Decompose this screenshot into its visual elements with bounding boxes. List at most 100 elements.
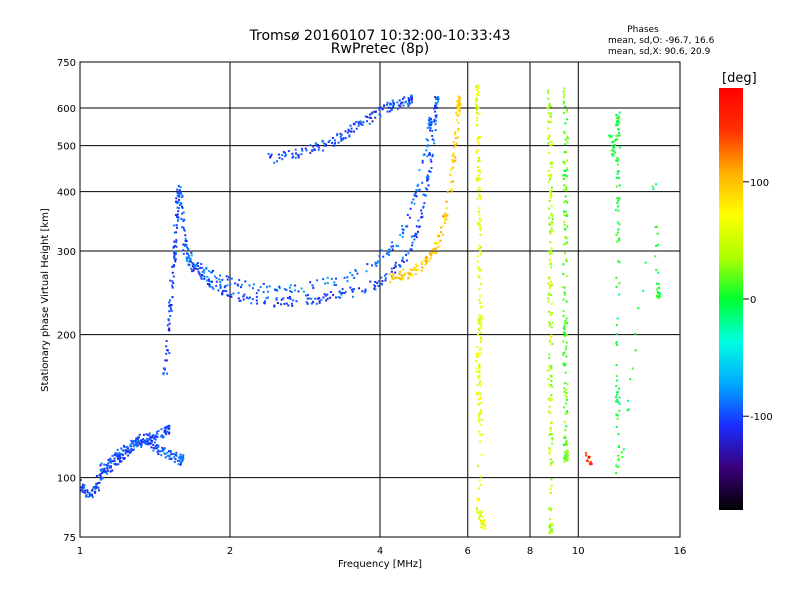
- data-point: [172, 246, 175, 249]
- data-point: [342, 137, 345, 140]
- data-point: [189, 257, 192, 260]
- data-point: [160, 454, 163, 457]
- data-point: [181, 207, 184, 210]
- data-point: [326, 282, 329, 284]
- data-point: [564, 138, 567, 141]
- data-point: [173, 254, 176, 257]
- data-point: [585, 454, 588, 457]
- data-point: [230, 277, 233, 280]
- data-point: [563, 335, 566, 338]
- data-point: [563, 327, 565, 329]
- data-point: [230, 295, 233, 298]
- data-point: [548, 321, 551, 324]
- data-point: [238, 279, 241, 281]
- data-point: [562, 363, 565, 365]
- data-point: [563, 87, 566, 90]
- data-point: [184, 237, 187, 240]
- data-point: [324, 294, 327, 297]
- data-point: [478, 244, 481, 247]
- data-point: [479, 197, 482, 200]
- data-point: [336, 134, 339, 137]
- data-point: [109, 470, 112, 473]
- data-point: [98, 489, 100, 492]
- data-point: [288, 297, 291, 300]
- data-point: [411, 244, 414, 247]
- data-point: [549, 421, 552, 424]
- data-point: [359, 120, 362, 123]
- data-point: [477, 174, 480, 177]
- stats-line-o: mean, sd,O: -96.7, 16.6: [608, 36, 715, 46]
- data-point: [127, 454, 130, 457]
- data-point: [430, 160, 433, 163]
- data-point: [563, 184, 566, 187]
- data-point: [655, 288, 658, 291]
- data-point: [563, 387, 566, 390]
- data-point: [385, 273, 388, 276]
- data-point: [394, 265, 397, 268]
- data-point: [549, 532, 551, 535]
- data-point: [565, 388, 568, 391]
- data-point: [459, 103, 462, 106]
- data-point: [548, 365, 551, 368]
- data-point: [173, 231, 176, 234]
- data-point: [101, 470, 104, 473]
- data-point: [81, 490, 84, 493]
- data-point: [478, 217, 481, 220]
- data-point: [165, 352, 168, 355]
- data-point: [100, 468, 103, 471]
- data-point: [81, 484, 84, 487]
- data-point: [401, 231, 404, 234]
- data-point: [565, 355, 568, 358]
- data-point: [563, 322, 566, 325]
- data-point: [615, 472, 618, 475]
- data-point: [566, 383, 569, 386]
- data-point: [551, 143, 553, 146]
- data-point: [449, 188, 452, 191]
- data-point: [615, 375, 618, 377]
- data-point: [175, 241, 178, 244]
- data-point: [475, 352, 478, 355]
- data-point: [297, 156, 300, 159]
- data-point: [550, 189, 553, 192]
- data-point: [173, 250, 176, 253]
- data-point: [562, 315, 565, 318]
- data-point: [550, 462, 553, 465]
- data-point: [182, 220, 185, 223]
- data-point: [446, 218, 449, 221]
- data-point: [551, 442, 554, 445]
- data-point: [551, 302, 553, 305]
- data-point: [564, 320, 567, 323]
- data-point: [357, 122, 360, 125]
- data-point: [458, 99, 460, 102]
- data-point: [185, 257, 188, 260]
- data-point: [410, 235, 413, 238]
- data-point: [386, 103, 388, 106]
- data-point: [477, 319, 480, 322]
- data-point: [374, 281, 377, 283]
- data-point: [142, 438, 144, 441]
- data-point: [413, 238, 416, 241]
- data-point: [181, 205, 183, 208]
- data-point: [433, 142, 436, 145]
- data-point: [333, 281, 336, 284]
- data-point: [401, 228, 404, 231]
- data-point: [284, 155, 287, 158]
- data-point: [136, 444, 139, 447]
- data-point: [550, 193, 552, 196]
- data-point: [136, 439, 139, 442]
- data-point: [550, 375, 553, 378]
- data-point: [412, 274, 414, 277]
- data-point: [478, 207, 481, 210]
- data-point: [618, 198, 620, 201]
- data-point: [343, 276, 346, 279]
- data-point: [426, 145, 429, 148]
- data-point: [565, 459, 568, 462]
- data-point: [442, 215, 445, 218]
- data-point: [478, 314, 481, 317]
- data-point: [476, 116, 479, 119]
- data-point: [479, 514, 482, 517]
- data-point: [317, 146, 320, 149]
- data-point: [171, 265, 174, 268]
- data-point: [478, 512, 481, 515]
- data-point: [566, 167, 569, 170]
